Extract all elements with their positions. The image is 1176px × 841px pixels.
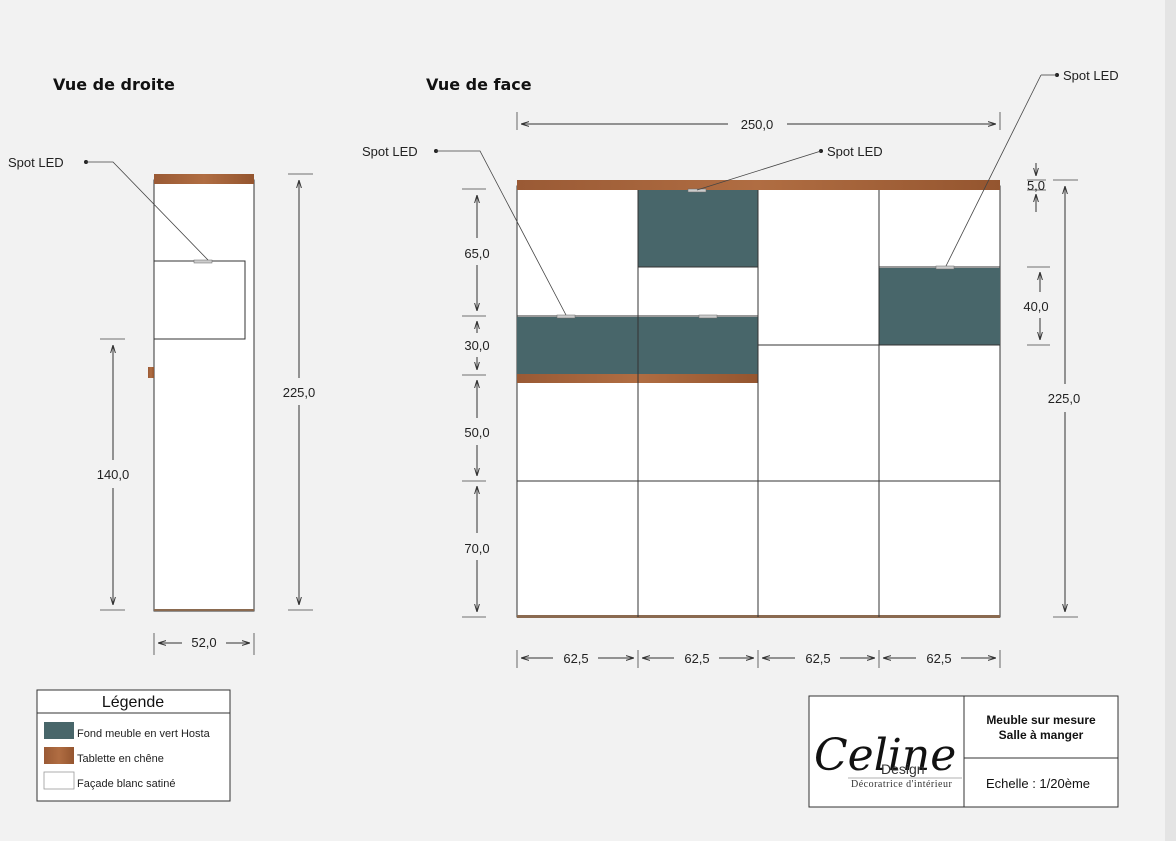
dim-front-right-225: 225,0 <box>1048 391 1081 406</box>
right-view-shelf-edge <box>148 367 154 378</box>
dim-right-height-label: 225,0 <box>283 385 316 400</box>
front-top-shelf <box>517 180 1000 190</box>
dim-right-sub-height: 140,0 <box>97 338 130 611</box>
legend-item-green: Fond meuble en vert Hosta <box>77 728 211 740</box>
front-right-spot-callout: Spot LED <box>945 68 1119 267</box>
legend-swatch-white <box>43 771 75 790</box>
right-view <box>148 174 255 612</box>
dim-front-left-50: 50,0 <box>464 425 489 440</box>
logo-design: Design <box>881 761 925 777</box>
green-panel-top-middle <box>638 189 758 267</box>
green-panel-right <box>879 268 1000 345</box>
dim-front-width-label: 250,0 <box>741 117 774 132</box>
legend: Légende Fond meuble en vert Hosta Tablet… <box>36 689 231 802</box>
dim-right-height: 225,0 <box>283 173 316 611</box>
logo-subtitle: Décoratrice d'intérieur <box>851 779 952 790</box>
led-spot-top <box>687 188 707 193</box>
dim-front-left-65: 65,0 <box>464 246 489 261</box>
front-mid-spot-label: Spot LED <box>827 144 883 159</box>
legend-item-white: Façade blanc satiné <box>77 778 175 790</box>
legend-title: Légende <box>102 694 164 711</box>
legend-swatch-oak <box>44 747 74 764</box>
right-view-top-shelf <box>154 174 254 184</box>
right-view-body <box>153 179 255 612</box>
logo: Celine Design Décoratrice d'intérieur <box>814 730 962 790</box>
dim-col-3: 62,5 <box>805 651 830 666</box>
dim-front-columns: 62,5 62,5 62,5 62,5 <box>516 650 1001 668</box>
right-view-title: Vue de droite <box>53 75 175 94</box>
dim-front-right-5: 5,0 <box>1027 178 1045 193</box>
page-edge <box>1165 0 1176 841</box>
front-left-spot-callout: Spot LED <box>362 144 567 316</box>
title-block: Celine Design Décoratrice d'intérieur Me… <box>808 695 1119 808</box>
right-spot-callout: Spot LED <box>8 155 209 261</box>
dim-front-left-chain: 65,0 30,0 50,0 70,0 <box>462 188 490 618</box>
right-view-led-spot <box>193 259 213 264</box>
right-spot-label: Spot LED <box>8 155 64 170</box>
dim-front-width: 250,0 <box>516 112 1001 132</box>
legend-swatch-green <box>44 722 74 739</box>
dim-col-4: 62,5 <box>926 651 951 666</box>
front-view <box>516 180 1001 618</box>
project-title-line2: Salle à manger <box>999 728 1084 742</box>
dim-right-depth-label: 52,0 <box>191 635 216 650</box>
front-mid-spot-callout: Spot LED <box>696 144 883 191</box>
front-right-spot-label: Spot LED <box>1063 68 1119 83</box>
dim-col-1: 62,5 <box>563 651 588 666</box>
dim-front-left-30: 30,0 <box>464 338 489 353</box>
dim-right-depth: 52,0 <box>153 633 255 655</box>
dim-col-2: 62,5 <box>684 651 709 666</box>
logo-script: Celine <box>814 730 956 781</box>
led-spot-left-2 <box>698 314 718 319</box>
project-title-line1: Meuble sur mesure <box>986 713 1096 727</box>
dim-right-sub-height-label: 140,0 <box>97 467 130 482</box>
front-view-title: Vue de face <box>426 75 532 94</box>
dim-front-left-70: 70,0 <box>464 541 489 556</box>
led-spot-left-1 <box>556 314 576 319</box>
front-left-spot-label: Spot LED <box>362 144 418 159</box>
right-view-niche <box>153 260 246 340</box>
dim-front-right-chain: 5,0 40,0 225,0 <box>1023 163 1081 618</box>
led-spot-right <box>935 265 955 270</box>
dim-front-right-40: 40,0 <box>1023 299 1048 314</box>
legend-item-oak: Tablette en chêne <box>77 753 164 765</box>
scale-label: Echelle : 1/20ème <box>986 776 1090 791</box>
